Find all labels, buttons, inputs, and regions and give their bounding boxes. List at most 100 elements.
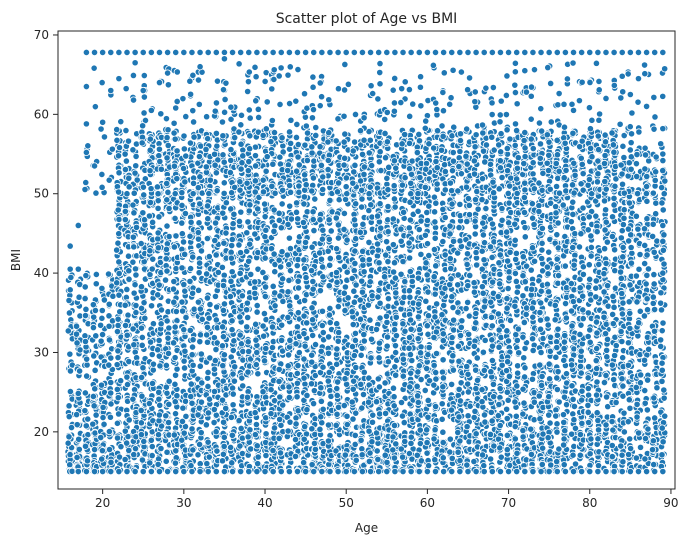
scatter-point-1118 [154,431,163,439]
scatter-point-1729 [197,247,206,255]
scatter-point-1255 [165,400,173,408]
scatter-point-4950 [415,137,424,145]
scatter-point-2158 [229,346,237,355]
scatter-point-4726 [397,270,405,278]
scatter-point-3314 [310,227,318,235]
scatter-point-1595 [188,351,196,359]
scatter-point-4362 [373,240,382,248]
scatter-point-3757 [335,296,343,304]
scatter-point-3297 [302,273,310,282]
scatter-point-1613 [189,446,197,454]
scatter-point-4077 [357,351,365,359]
scatter-point-2444 [244,368,252,376]
scatter-point-1145 [161,276,170,284]
scatter-point-636 [121,216,129,224]
scatter-point-1010 [147,436,155,444]
scatter-point-2800 [267,138,275,146]
scatter-point-495 [117,377,125,385]
scatter-point-4494 [381,129,389,138]
scatter-point-2221 [237,208,245,216]
scatter-point-464 [113,279,121,287]
scatter-point-1978 [211,219,220,227]
scatter-point-1342 [171,410,180,418]
scatter-point-1722 [197,429,205,437]
scatter-point-3539 [317,161,326,169]
scatter-point-851 [137,406,145,415]
scatter-point-1357 [172,264,180,273]
scatter-point-2917 [275,256,283,264]
scatter-point-63 [68,467,76,475]
scatter-point-2533 [254,370,262,378]
scatter-point-45 [66,350,74,358]
scatter-point-2935 [276,415,284,424]
scatter-point-3995 [352,200,360,208]
scatter-point-405 [105,336,114,344]
scatter-point-1299 [171,214,179,223]
scatter-point-4935 [414,274,422,282]
scatter-point-4375 [376,314,384,322]
scatter-point-3289 [300,256,308,264]
scatter-point-925 [148,451,156,460]
scatter-point-4465 [383,458,391,466]
scatter-point-125 [76,346,84,354]
scatter-point-4960 [414,335,422,343]
scatter-point-1718 [194,411,202,419]
scatter-point-3525 [318,263,327,271]
scatter-point-929 [145,212,154,220]
scatter-point-3404 [312,131,320,140]
scatter-point-61 [65,296,73,305]
scatter-point-657 [125,267,133,275]
scatter-point-2916 [279,275,287,283]
scatter-point-2692 [261,200,269,208]
scatter-point-4566 [391,203,399,211]
scatter-point-179 [81,389,89,397]
scatter-point-4006 [348,274,356,283]
scatter-point-4499 [380,273,389,281]
scatter-point-2547 [251,143,260,151]
scatter-point-764 [130,450,138,459]
scatter-point-2303 [237,424,245,433]
scatter-point-416 [105,445,114,454]
scatter-point-4326 [376,299,384,307]
scatter-point-627 [121,427,129,435]
scatter-point-1371 [171,354,179,362]
scatter-point-3882 [343,236,351,244]
scatter-point-3057 [286,302,294,310]
scatter-point-4255 [366,449,374,457]
scatter-point-2416 [246,426,254,434]
scatter-point-3527 [319,363,327,371]
scatter-point-715 [130,289,138,297]
scatter-point-27 [65,309,74,317]
scatter-point-3779 [332,214,340,222]
scatter-point-2574 [251,409,259,417]
scatter-point-1499 [180,429,188,437]
scatter-point-1857 [204,438,212,446]
scatter-point-1369 [170,129,178,137]
scatter-point-4843 [406,350,415,359]
scatter-point-4322 [373,252,382,260]
scatter-point-3736 [333,278,341,286]
scatter-point-940 [148,442,156,451]
scatter-point-2672 [262,226,270,234]
scatter-point-4552 [392,440,400,448]
scatter-point-3054 [284,313,292,322]
scatter-point-1975 [210,365,219,373]
scatter-point-413 [106,413,115,421]
scatter-point-1840 [203,202,212,210]
scatter-point-2797 [270,128,279,137]
scatter-point-2186 [231,363,239,371]
scatter-point-3653 [324,377,332,385]
scatter-point-1559 [187,380,195,388]
scatter-point-3407 [308,304,316,312]
scatter-point-2717 [271,268,279,276]
scatter-point-128 [74,389,82,398]
scatter-point-3898 [340,225,348,234]
scatter-point-2908 [275,216,283,224]
scatter-point-3074 [293,262,301,270]
scatter-point-33 [67,423,76,432]
scatter-point-2443 [244,218,252,226]
scatter-point-3059 [286,336,294,344]
scatter-point-3536 [318,321,326,330]
scatter-point-4606 [392,313,400,321]
